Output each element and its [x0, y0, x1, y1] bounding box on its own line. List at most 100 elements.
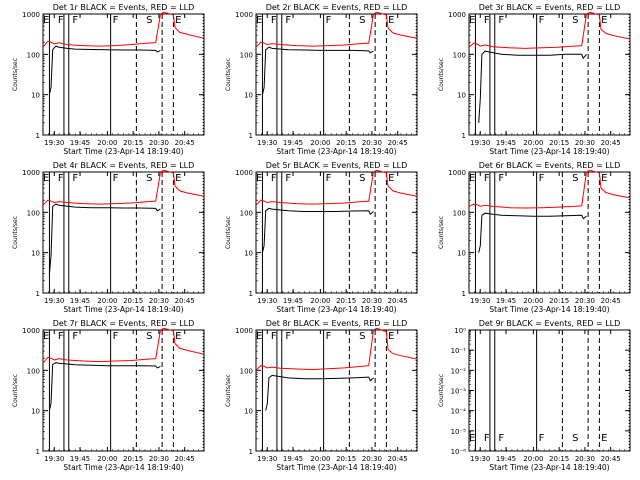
event-marker-label: F: [58, 331, 64, 342]
x-tick-label: 19:45: [283, 297, 303, 305]
event-marker-label: F: [113, 15, 119, 26]
x-tick-label: 20:30: [575, 139, 595, 147]
y-tick-label: 1: [249, 132, 253, 140]
y-tick-label: 1000: [22, 327, 40, 335]
x-tick-label: 19:45: [496, 139, 516, 147]
x-tick-label: 19:45: [70, 297, 90, 305]
y-axis-label: Counts/sec: [438, 374, 445, 407]
y-tick-label: 10: [457, 92, 466, 100]
y-tick-label: 1000: [235, 327, 253, 335]
x-tick-label: 20:00: [97, 455, 117, 463]
event-marker-label: S: [572, 15, 578, 26]
lld-series-line: [468, 11, 631, 49]
events-series-line: [265, 374, 374, 411]
panel-6: Det 6r BLACK = Events, RED = LLD 1 10 100 10…: [438, 161, 631, 314]
panel-title: Det 4r BLACK = Events, RED = LLD: [53, 161, 195, 170]
x-tick-label: 20:15: [549, 455, 569, 463]
event-marker-label: F: [113, 173, 119, 184]
events-series-line: [261, 46, 374, 95]
x-tick-label: 20:00: [310, 297, 330, 305]
event-marker-label: S: [359, 15, 365, 26]
event-marker-label: E: [601, 433, 607, 444]
x-tick-label: 20:15: [336, 139, 356, 147]
x-axis-label: Start Time (23-Apr-14 18:19:40): [276, 147, 396, 156]
x-axis-label: Start Time (23-Apr-14 18:19:40): [63, 147, 183, 156]
y-tick-label: 100: [453, 209, 466, 217]
event-marker-label: F: [72, 173, 78, 184]
event-marker-label: E: [388, 331, 394, 342]
event-marker-label: E: [388, 173, 394, 184]
event-marker-label: F: [72, 15, 78, 26]
event-marker-label: S: [146, 331, 152, 342]
event-marker-label: F: [498, 15, 504, 26]
event-marker-label: E: [43, 331, 49, 342]
y-tick-label: 10⁻³: [451, 388, 467, 396]
y-axis-label: Counts/sec: [438, 216, 445, 249]
x-tick-label: 20:30: [149, 455, 169, 463]
y-axis-label: Counts/sec: [12, 374, 19, 407]
x-tick-label: 19:30: [470, 455, 490, 463]
x-tick-label: 19:30: [470, 297, 490, 305]
event-marker-label: E: [469, 173, 475, 184]
plot-frame: [42, 171, 205, 294]
event-marker-label: F: [484, 433, 490, 444]
lld-series-line: [42, 169, 205, 206]
y-tick-label: 1: [249, 290, 253, 298]
y-tick-label: 1000: [448, 169, 466, 177]
y-tick-label: 1: [36, 132, 40, 140]
y-axis-label: Counts/sec: [12, 58, 19, 91]
panel-7: Det 7r BLACK = Events, RED = LLD 1 10 100 10…: [12, 319, 205, 472]
y-tick-label: 100: [240, 367, 253, 375]
y-tick-label: 10⁻¹: [451, 347, 467, 355]
y-axis-label: Counts/sec: [225, 216, 232, 249]
event-marker-label: F: [484, 173, 490, 184]
y-tick-label: 10⁻⁵: [451, 428, 467, 436]
y-tick-label: 100: [27, 367, 40, 375]
y-tick-label: 1: [462, 290, 466, 298]
x-tick-label: 20:00: [97, 297, 117, 305]
event-marker-label: F: [539, 433, 545, 444]
event-marker-label: S: [572, 173, 578, 184]
event-marker-label: E: [175, 331, 181, 342]
x-tick-label: 20:45: [388, 139, 408, 147]
event-marker-label: E: [256, 173, 262, 184]
x-tick-label: 20:45: [388, 297, 408, 305]
lld-series-line: [255, 169, 418, 206]
lld-series-line: [255, 11, 418, 48]
panel-title: Det 9r BLACK = Events, RED = LLD: [479, 319, 621, 328]
x-tick-label: 20:15: [336, 455, 356, 463]
x-tick-label: 20:00: [523, 297, 543, 305]
event-marker-label: E: [256, 15, 262, 26]
y-tick-label: 10: [31, 408, 40, 416]
event-marker-label: F: [285, 331, 291, 342]
y-axis-label: Counts/sec: [225, 58, 232, 91]
y-tick-label: 1000: [235, 11, 253, 19]
event-marker-label: F: [484, 15, 490, 26]
x-tick-label: 20:15: [549, 139, 569, 147]
x-tick-label: 20:45: [175, 139, 195, 147]
x-tick-label: 20:00: [97, 139, 117, 147]
x-tick-label: 20:15: [123, 139, 143, 147]
y-tick-label: 1000: [22, 11, 40, 19]
x-axis-label: Start Time (23-Apr-14 18:19:40): [63, 305, 183, 314]
x-axis-label: Start Time (23-Apr-14 18:19:40): [276, 305, 396, 314]
x-axis-label: Start Time (23-Apr-14 18:19:40): [489, 463, 609, 472]
y-tick-label: 100: [240, 209, 253, 217]
y-axis-label: Counts/sec: [225, 374, 232, 407]
x-tick-label: 20:45: [175, 297, 195, 305]
event-marker-label: F: [271, 15, 277, 26]
panel-title: Det 8r BLACK = Events, RED = LLD: [266, 319, 408, 328]
panel-title: Det 6r BLACK = Events, RED = LLD: [479, 161, 621, 170]
x-tick-label: 20:45: [175, 455, 195, 463]
events-series-line: [48, 203, 161, 274]
plot-frame: [468, 171, 631, 294]
event-marker-label: S: [146, 15, 152, 26]
event-marker-label: F: [285, 173, 291, 184]
y-tick-label: 100: [27, 51, 40, 59]
y-axis-label: Counts/sec: [438, 58, 445, 91]
x-tick-label: 20:30: [362, 139, 382, 147]
events-series-line: [478, 50, 587, 123]
x-tick-label: 20:45: [601, 139, 621, 147]
y-tick-label: 1000: [448, 11, 466, 19]
